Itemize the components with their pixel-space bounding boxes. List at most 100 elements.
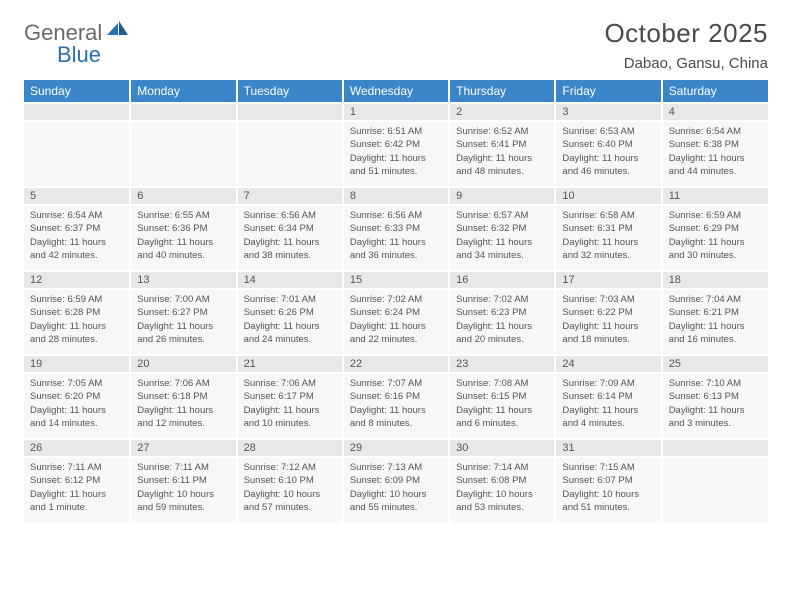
day-number: 29 [344,440,448,456]
day-number: 19 [24,356,129,372]
daynum-row: 1234 [24,103,768,121]
day-header: Tuesday [237,80,343,103]
day-number: 12 [24,272,129,288]
day-header-row: Sunday Monday Tuesday Wednesday Thursday… [24,80,768,103]
daynum-cell: 18 [662,271,768,289]
daynum-cell: 12 [24,271,130,289]
day-detail: Sunrise: 7:10 AMSunset: 6:13 PMDaylight:… [663,374,768,434]
day-detail: Sunrise: 6:59 AMSunset: 6:29 PMDaylight:… [663,206,768,266]
detail-cell: Sunrise: 7:11 AMSunset: 6:12 PMDaylight:… [24,457,130,523]
daynum-cell: 29 [343,439,449,457]
day-detail: Sunrise: 6:56 AMSunset: 6:34 PMDaylight:… [238,206,342,266]
detail-cell: Sunrise: 7:09 AMSunset: 6:14 PMDaylight:… [555,373,661,439]
day-number: 14 [238,272,342,288]
logo: General Blue [24,20,131,46]
day-detail: Sunrise: 6:59 AMSunset: 6:28 PMDaylight:… [24,290,129,350]
daynum-cell: 8 [343,187,449,205]
detail-cell: Sunrise: 7:02 AMSunset: 6:24 PMDaylight:… [343,289,449,355]
daynum-cell: 5 [24,187,130,205]
day-detail: Sunrise: 7:09 AMSunset: 6:14 PMDaylight:… [556,374,660,434]
detail-cell: Sunrise: 7:05 AMSunset: 6:20 PMDaylight:… [24,373,130,439]
day-number: 25 [663,356,768,372]
daynum-cell: 22 [343,355,449,373]
daynum-cell: 27 [130,439,236,457]
day-detail: Sunrise: 6:52 AMSunset: 6:41 PMDaylight:… [450,122,554,182]
day-number: 28 [238,440,342,456]
calendar-table: Sunday Monday Tuesday Wednesday Thursday… [24,80,768,523]
day-detail: Sunrise: 7:11 AMSunset: 6:11 PMDaylight:… [131,458,235,518]
daynum-cell: 11 [662,187,768,205]
daynum-cell: 17 [555,271,661,289]
empty-cell [237,103,343,121]
day-detail: Sunrise: 7:13 AMSunset: 6:09 PMDaylight:… [344,458,448,518]
daynum-cell: 2 [449,103,555,121]
daynum-cell: 1 [343,103,449,121]
day-detail: Sunrise: 6:54 AMSunset: 6:37 PMDaylight:… [24,206,129,266]
detail-cell: Sunrise: 6:56 AMSunset: 6:34 PMDaylight:… [237,205,343,271]
detail-cell: Sunrise: 7:07 AMSunset: 6:16 PMDaylight:… [343,373,449,439]
daynum-cell: 6 [130,187,236,205]
detail-cell: Sunrise: 7:02 AMSunset: 6:23 PMDaylight:… [449,289,555,355]
daynum-cell: 26 [24,439,130,457]
day-detail: Sunrise: 7:12 AMSunset: 6:10 PMDaylight:… [238,458,342,518]
day-number: 3 [556,104,660,120]
day-number: 10 [556,188,660,204]
daynum-cell: 20 [130,355,236,373]
day-detail: Sunrise: 7:00 AMSunset: 6:27 PMDaylight:… [131,290,235,350]
day-detail: Sunrise: 6:56 AMSunset: 6:33 PMDaylight:… [344,206,448,266]
day-header: Friday [555,80,661,103]
day-detail: Sunrise: 6:58 AMSunset: 6:31 PMDaylight:… [556,206,660,266]
empty-cell [24,121,130,187]
location: Dabao, Gansu, China [604,55,768,72]
detail-cell: Sunrise: 7:04 AMSunset: 6:21 PMDaylight:… [662,289,768,355]
detail-cell: Sunrise: 6:59 AMSunset: 6:28 PMDaylight:… [24,289,130,355]
day-header: Wednesday [343,80,449,103]
day-number: 4 [663,104,768,120]
detail-cell: Sunrise: 6:52 AMSunset: 6:41 PMDaylight:… [449,121,555,187]
detail-row: Sunrise: 6:54 AMSunset: 6:37 PMDaylight:… [24,205,768,271]
day-number: 17 [556,272,660,288]
daynum-cell: 10 [555,187,661,205]
day-number: 21 [238,356,342,372]
title-block: October 2025 Dabao, Gansu, China [604,18,768,72]
day-number: 9 [450,188,554,204]
day-number: 23 [450,356,554,372]
detail-cell: Sunrise: 7:15 AMSunset: 6:07 PMDaylight:… [555,457,661,523]
empty-cell [662,457,768,523]
day-number: 8 [344,188,448,204]
day-header: Saturday [662,80,768,103]
daynum-cell: 3 [555,103,661,121]
day-detail: Sunrise: 6:51 AMSunset: 6:42 PMDaylight:… [344,122,448,182]
daynum-cell: 25 [662,355,768,373]
day-detail: Sunrise: 6:55 AMSunset: 6:36 PMDaylight:… [131,206,235,266]
detail-cell: Sunrise: 7:08 AMSunset: 6:15 PMDaylight:… [449,373,555,439]
day-number: 1 [344,104,448,120]
detail-cell: Sunrise: 7:06 AMSunset: 6:18 PMDaylight:… [130,373,236,439]
day-detail: Sunrise: 7:04 AMSunset: 6:21 PMDaylight:… [663,290,768,350]
day-number: 31 [556,440,660,456]
daynum-cell: 4 [662,103,768,121]
day-number: 7 [238,188,342,204]
detail-row: Sunrise: 7:05 AMSunset: 6:20 PMDaylight:… [24,373,768,439]
empty-cell [130,103,236,121]
daynum-cell: 16 [449,271,555,289]
detail-cell: Sunrise: 7:13 AMSunset: 6:09 PMDaylight:… [343,457,449,523]
day-number: 30 [450,440,554,456]
detail-cell: Sunrise: 6:54 AMSunset: 6:38 PMDaylight:… [662,121,768,187]
day-detail: Sunrise: 6:54 AMSunset: 6:38 PMDaylight:… [663,122,768,182]
day-detail: Sunrise: 7:15 AMSunset: 6:07 PMDaylight:… [556,458,660,518]
header: General Blue October 2025 Dabao, Gansu, … [24,18,768,72]
detail-cell: Sunrise: 6:53 AMSunset: 6:40 PMDaylight:… [555,121,661,187]
day-detail: Sunrise: 7:06 AMSunset: 6:18 PMDaylight:… [131,374,235,434]
day-detail: Sunrise: 7:14 AMSunset: 6:08 PMDaylight:… [450,458,554,518]
detail-cell: Sunrise: 6:58 AMSunset: 6:31 PMDaylight:… [555,205,661,271]
logo-text-2: Blue [57,42,101,68]
daynum-cell: 23 [449,355,555,373]
day-number: 24 [556,356,660,372]
daynum-cell: 13 [130,271,236,289]
day-number: 26 [24,440,129,456]
daynum-cell: 28 [237,439,343,457]
day-detail: Sunrise: 7:07 AMSunset: 6:16 PMDaylight:… [344,374,448,434]
detail-cell: Sunrise: 6:59 AMSunset: 6:29 PMDaylight:… [662,205,768,271]
day-detail: Sunrise: 7:11 AMSunset: 6:12 PMDaylight:… [24,458,129,518]
